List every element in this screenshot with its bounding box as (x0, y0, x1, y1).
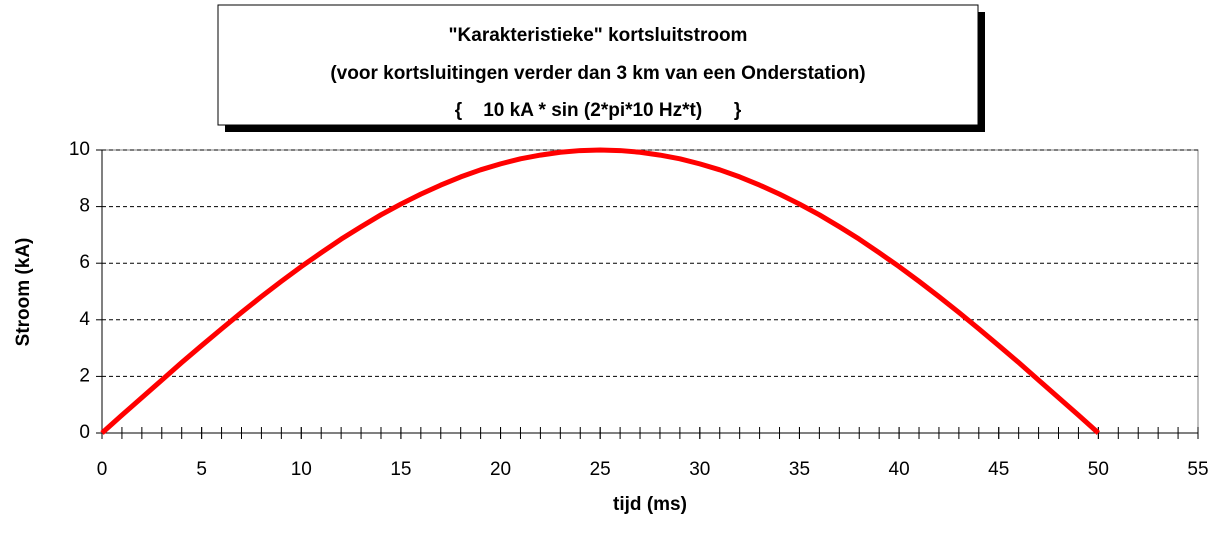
x-tick-label: 25 (590, 459, 611, 480)
x-tick-label: 20 (490, 459, 511, 480)
data-line (100, 147, 1101, 435)
x-tick-label: 30 (689, 459, 710, 480)
y-tick-label: 8 (79, 196, 90, 217)
x-tick-label: 40 (889, 459, 910, 480)
x-tick-label: 50 (1088, 459, 1109, 480)
x-tick-label: 15 (390, 459, 411, 480)
y-tick-label: 6 (79, 252, 90, 273)
y-axis-label: Stroom (kA) (13, 238, 34, 347)
x-tick-label: 45 (988, 459, 1009, 480)
y-tick-label: 0 (79, 422, 90, 443)
x-tick-label: 35 (789, 459, 810, 480)
y-tick-label: 4 (79, 309, 90, 330)
title-box (217, 4, 979, 126)
x-axis-label: tijd (ms) (613, 494, 687, 515)
y-tick-label: 2 (79, 365, 90, 386)
x-tick-label: 55 (1187, 459, 1208, 480)
x-tick-label: 0 (97, 459, 108, 480)
x-tick-label: 5 (196, 459, 207, 480)
y-tick-label: 10 (69, 139, 90, 160)
chart-title: (voor kortsluitingen verder dan 3 km van… (330, 63, 865, 84)
chart-title: { 10 kA * sin (2*pi*10 Hz*t) } (455, 100, 742, 121)
x-tick-label: 10 (291, 459, 312, 480)
chart-title: "Karakteristieke" kortsluitstroom (449, 25, 748, 46)
